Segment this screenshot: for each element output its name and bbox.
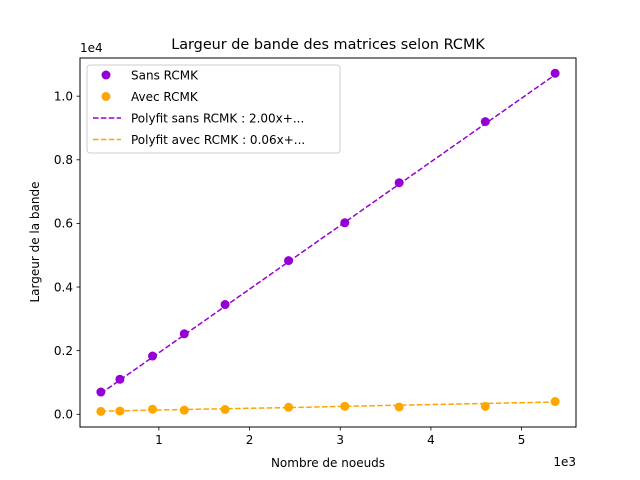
- data-point-1-0: [96, 406, 106, 416]
- data-point-0-1: [115, 374, 125, 384]
- data-point-0-6: [340, 218, 350, 228]
- data-point-0-8: [480, 117, 490, 127]
- x-axis: 1 2 3 4 5: [155, 427, 525, 447]
- legend-label-0: Sans RCMK: [131, 68, 199, 82]
- data-point-1-8: [480, 401, 490, 411]
- fit-line-3: [100, 401, 556, 412]
- data-point-0-2: [148, 351, 158, 361]
- y-axis-label: Largeur de la bande: [28, 181, 42, 302]
- data-point-1-9: [550, 397, 560, 407]
- y-tick-label: 0.4: [54, 280, 73, 294]
- legend-label-3: Polyfit avec RCMK : 0.06x+...: [131, 133, 305, 147]
- data-point-1-4: [220, 405, 230, 414]
- plot-frame: [79, 57, 577, 428]
- data-point-1-2: [148, 404, 158, 414]
- legend-label-1: Avec RCMK: [131, 90, 199, 104]
- legend-label-2: Polyfit sans RCMK : 2.00x+...: [131, 111, 304, 125]
- y-tick-label: 1.0: [54, 89, 73, 103]
- series-layer: [96, 68, 560, 416]
- y-tick-label: 0.2: [54, 344, 73, 358]
- data-point-1-3: [179, 405, 189, 415]
- data-point-1-6: [340, 401, 350, 411]
- y-axis: 0.0 0.2 0.4 0.6 0.8 1.0: [54, 89, 80, 422]
- legend-marker-0: [101, 70, 111, 80]
- y-scale-label: 1e4: [80, 41, 103, 55]
- data-point-1-5: [284, 402, 294, 412]
- data-point-0-0: [96, 387, 106, 397]
- legend-box: [86, 64, 341, 154]
- y-tick-label: 0.0: [54, 408, 73, 422]
- x-axis-label: Nombre de noeuds: [271, 456, 385, 470]
- data-point-1-7: [394, 402, 404, 412]
- data-point-1-1: [115, 406, 125, 416]
- x-tick-label: 5: [518, 433, 526, 447]
- x-scale-label: 1e3: [553, 455, 576, 469]
- x-tick-label: 3: [336, 433, 344, 447]
- x-tick-label: 4: [427, 433, 435, 447]
- data-point-0-9: [550, 68, 560, 78]
- x-tick-label: 1: [155, 433, 163, 447]
- data-point-0-5: [284, 256, 294, 266]
- y-tick-label: 0.8: [54, 153, 73, 167]
- legend-marker-1: [101, 92, 111, 101]
- data-point-0-4: [220, 300, 230, 310]
- legend: Sans RCMK Avec RCMK Polyfit sans RCMK : 2.…: [86, 64, 341, 154]
- data-point-0-3: [179, 329, 189, 339]
- x-tick-label: 2: [246, 433, 254, 447]
- fit-line-2: [100, 74, 556, 395]
- chart-title: Largeur de bande des matrices selon RCMK: [171, 37, 485, 53]
- data-point-0-7: [394, 178, 404, 188]
- y-tick-label: 0.6: [54, 217, 73, 231]
